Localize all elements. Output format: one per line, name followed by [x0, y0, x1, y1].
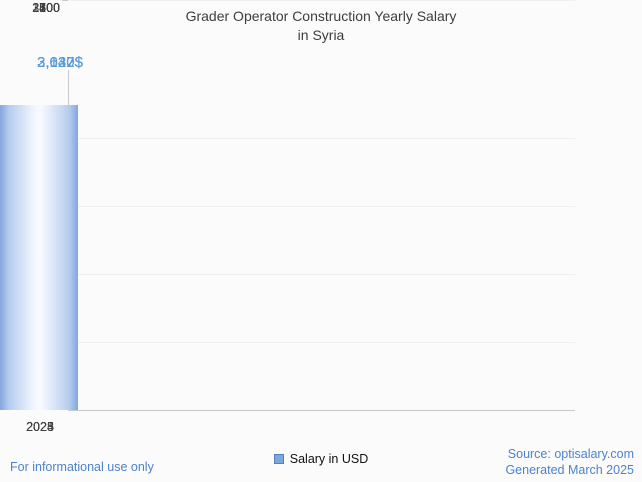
legend: Salary in USD [0, 452, 642, 466]
gridline-2100 [69, 274, 575, 275]
disclaimer-note: For informational use only [10, 460, 154, 474]
source-link[interactable]: Source: optisalary.com [507, 447, 634, 461]
gridline-3500 [69, 138, 575, 139]
ytick-label-1400: 1400 [32, 1, 60, 15]
x-axis-line [68, 410, 575, 411]
value-label-2024: 3,040$ [37, 54, 83, 71]
ytick-label-700: 700 [39, 1, 60, 15]
ytick-label-3500: 3500 [32, 1, 60, 15]
chart-title-line1: Grader Operator Construction Yearly Sala… [185, 8, 457, 24]
xaxis-label-2023: 2023 [26, 420, 54, 434]
chart-title-line2: in Syria [297, 27, 345, 43]
gridline-700 [69, 0, 575, 1]
ytick-mark-700 [62, 0, 68, 1]
bar-2025 [0, 105, 78, 410]
generated-date: Generated March 2025 [505, 463, 634, 477]
xaxis-label-2024: 2024 [26, 420, 54, 434]
source-block: Source: optisalary.com Generated March 2… [505, 446, 634, 478]
legend-swatch-icon [273, 454, 284, 464]
gridline-1400 [69, 342, 575, 343]
xaxis-label-2025: 2025 [26, 420, 54, 434]
ytick-label-2800: 2800 [32, 1, 60, 15]
value-label-2025: 3,137$ [37, 54, 83, 71]
chart-title: Grader Operator Construction Yearly Sala… [0, 7, 642, 45]
legend-label: Salary in USD [289, 452, 369, 466]
gridline-2800 [69, 206, 575, 207]
value-label-2023: 2,622$ [37, 54, 83, 71]
ytick-label-2100: 2100 [32, 1, 60, 15]
